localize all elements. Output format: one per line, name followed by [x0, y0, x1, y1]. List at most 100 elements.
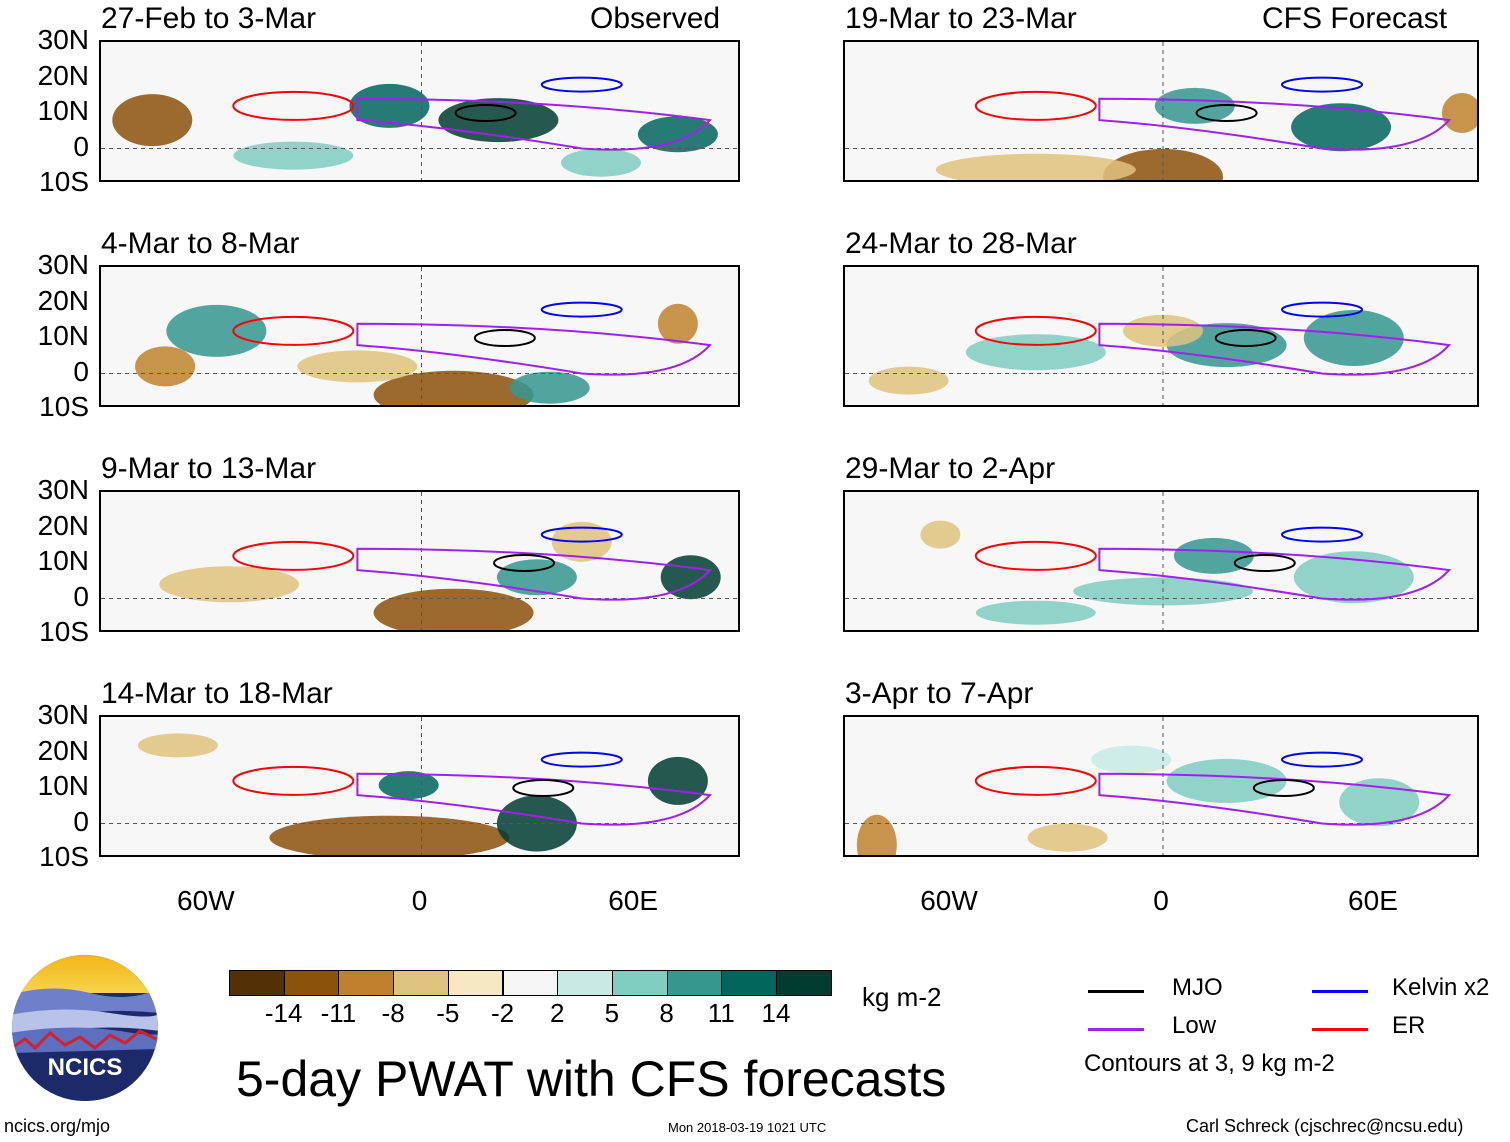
pwat-anomaly-shading	[496, 559, 577, 596]
pwat-anomaly-shading	[1291, 103, 1392, 152]
latitude-label: 0	[73, 805, 89, 837]
longitude-label: 60W	[920, 885, 978, 916]
legend-line-low	[1088, 1028, 1144, 1031]
low-contour	[356, 772, 712, 826]
panel-title: 4-Mar to 8-Mar	[101, 227, 300, 260]
legend-label-kelvin: Kelvin x2	[1392, 974, 1490, 1001]
colorbar-label: 8	[659, 998, 674, 1028]
longitude-label: 60E	[608, 885, 659, 916]
footer-credit: Carl Schreck (cjschrec@ncsu.edu)	[1186, 1116, 1464, 1136]
pwat-anomaly-shading	[868, 366, 949, 395]
map-panel	[99, 490, 740, 632]
colorbar-swatch	[393, 970, 449, 996]
pwat-anomaly-shading	[560, 148, 641, 177]
map-panel	[843, 490, 1479, 632]
latitude-label: 30N	[37, 474, 89, 505]
panel-title: 14-Mar to 18-Mar	[101, 677, 333, 710]
panel-title: 24-Mar to 28-Mar	[845, 227, 1077, 260]
low-contour	[356, 97, 712, 151]
pwat-anomaly-shading	[1293, 551, 1414, 604]
pwat-anomaly-shading	[1339, 778, 1420, 827]
colorbar-swatch	[338, 970, 395, 996]
pwat-anomaly-shading	[135, 346, 196, 387]
low-contour	[1098, 772, 1452, 826]
pwat-anomaly-shading	[137, 733, 218, 758]
latitude-label: 20N	[37, 734, 89, 766]
contour-note: Contours at 3, 9 kg m-2	[1084, 1050, 1335, 1077]
low-contour	[1098, 97, 1452, 151]
map-panel	[843, 40, 1479, 182]
pwat-anomaly-shading	[1154, 87, 1235, 124]
colorbar-label: 2	[549, 998, 565, 1028]
colorbar-label: -5	[436, 998, 460, 1028]
er-contour	[974, 765, 1097, 796]
panel-title: 3-Apr to 7-Apr	[845, 677, 1034, 710]
mjo-contour	[1195, 104, 1258, 122]
low-contour	[1098, 322, 1452, 376]
colorbar-swatch	[666, 970, 723, 996]
legend-line-mjo	[1088, 990, 1144, 993]
er-contour	[232, 540, 355, 571]
kelvin-contour	[1281, 301, 1363, 318]
pwat-anomaly-shading	[373, 588, 534, 630]
colorbar-label: -8	[381, 998, 405, 1028]
footer-url: ncics.org/mjo	[4, 1116, 111, 1136]
low-contour	[1098, 547, 1452, 601]
legend-line-er	[1312, 1028, 1368, 1031]
legend-label-low: Low	[1172, 1012, 1217, 1039]
mjo-contour	[493, 554, 556, 572]
colorbar-swatch	[283, 970, 340, 996]
kelvin-contour	[540, 76, 623, 93]
latitude-label: 30N	[37, 699, 89, 730]
latitude-label: 10N	[37, 320, 89, 351]
pwat-anomaly-shading	[378, 771, 439, 800]
mjo-contour	[1214, 329, 1277, 347]
pwat-anomaly-shading	[647, 756, 708, 805]
low-contour	[356, 547, 712, 601]
latitude-label: 10N	[37, 95, 89, 126]
latitude-label: 20N	[37, 284, 89, 316]
footer-timestamp: Mon 2018-03-19 1021 UTC	[668, 1120, 827, 1135]
panel-title: 29-Mar to 2-Apr	[845, 452, 1056, 485]
map-panel	[843, 715, 1479, 857]
mjo-contour	[512, 779, 575, 797]
latitude-label: 30N	[37, 24, 89, 55]
kelvin-contour	[540, 526, 623, 543]
colorbar-label: -14	[264, 998, 303, 1028]
kelvin-contour	[1281, 526, 1363, 543]
legend-line-kelvin	[1312, 990, 1368, 993]
pwat-anomaly-shading	[297, 350, 418, 383]
legend-label-mjo: MJO	[1172, 974, 1223, 1001]
pwat-anomaly-shading	[637, 116, 718, 153]
pwat-anomaly-shading	[1123, 314, 1203, 347]
pwat-anomaly-shading	[269, 815, 510, 855]
colorbar-label: -2	[490, 998, 515, 1028]
logo-text: NCICS	[48, 1054, 123, 1081]
map-panel	[99, 715, 740, 857]
latitude-label: 0	[73, 355, 89, 387]
latitude-label: 0	[73, 130, 89, 162]
colorbar-swatch	[229, 970, 285, 996]
pwat-anomaly-shading	[166, 304, 267, 357]
mjo-contour	[1252, 779, 1315, 797]
pwat-anomaly-shading	[1027, 823, 1108, 852]
latitude-label: 10N	[37, 545, 89, 576]
ncics-logo: NCICS	[12, 955, 158, 1101]
er-contour	[232, 315, 355, 346]
colorbar-swatch	[502, 970, 559, 996]
pwat-anomaly-shading	[233, 141, 354, 170]
pwat-anomaly-shading	[349, 83, 430, 128]
longitude-label: 60W	[177, 885, 235, 916]
latitude-label: 10S	[39, 616, 89, 647]
longitude-label: 60E	[1348, 885, 1398, 916]
panel-title: 27-Feb to 3-Mar	[101, 2, 317, 35]
er-contour	[232, 90, 355, 121]
latitude-label: 10N	[37, 770, 89, 801]
er-contour	[974, 540, 1097, 571]
longitude-label: 0	[1153, 885, 1169, 916]
mjo-contour	[473, 329, 536, 347]
kelvin-contour	[540, 751, 623, 768]
pwat-anomaly-shading	[856, 814, 897, 855]
pwat-anomaly-shading	[920, 520, 961, 549]
kelvin-contour	[540, 301, 623, 318]
